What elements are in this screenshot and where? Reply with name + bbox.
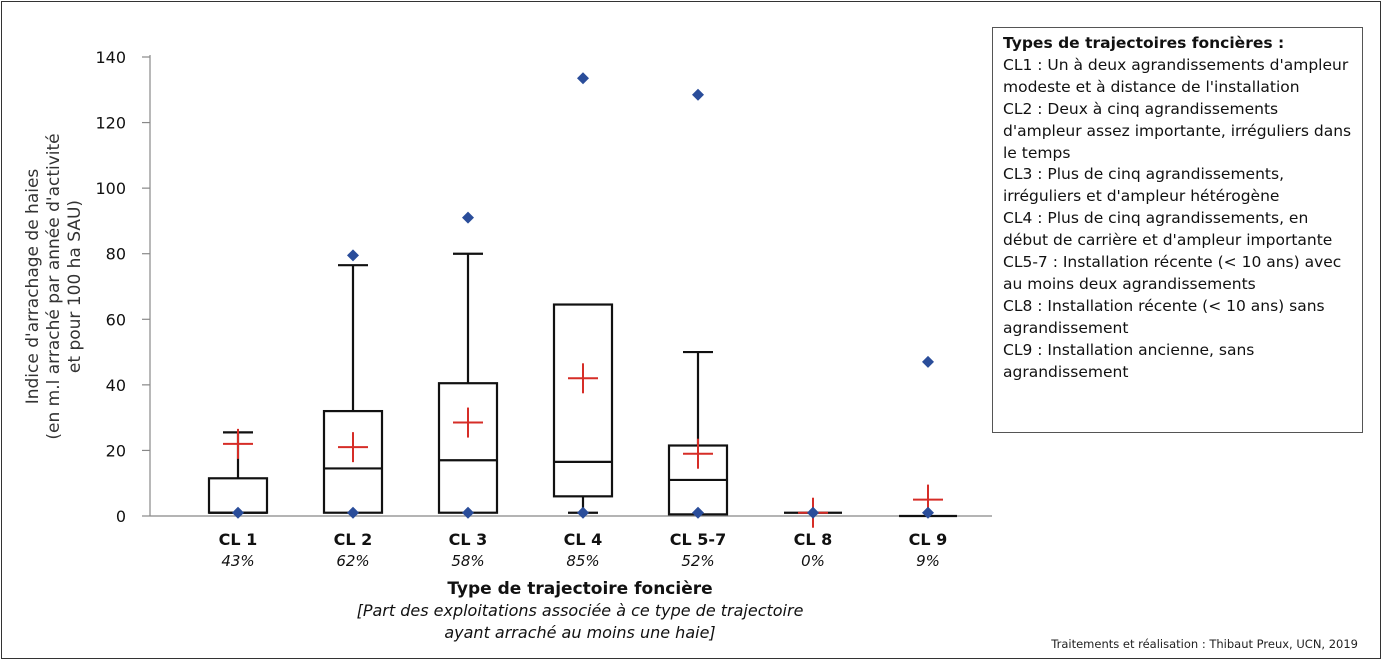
percentage-label: 62%	[336, 552, 369, 570]
outlier-point	[577, 506, 589, 519]
outlier-point	[347, 249, 359, 262]
x-axis-label: Type de trajectoire foncière	[447, 579, 712, 599]
legend-item-cl8: CL8 : Installation récente (< 10 ans) sa…	[1003, 296, 1325, 337]
y-tick-label: 120	[95, 114, 126, 133]
outlier-point	[232, 506, 244, 519]
percentage-label: 58%	[451, 552, 484, 570]
x-tick-label: CL 3	[449, 530, 488, 549]
y-tick-label: 60	[106, 310, 126, 329]
outlier-point	[922, 355, 934, 368]
credit-text: Traitements et réalisation : Thibaut Pre…	[1051, 637, 1358, 651]
box-iqr	[552, 303, 614, 498]
outlier-point	[577, 72, 589, 85]
legend-item-cl9: CL9 : Installation ancienne, sans agrand…	[1003, 340, 1255, 381]
box-group-cl-3: CL 3 58%	[437, 211, 499, 570]
percentage-label: 43%	[221, 552, 254, 570]
y-axis-label: et pour 100 ha SAU)	[65, 200, 85, 373]
x-axis-note: ayant arraché au moins une haie]	[444, 623, 715, 642]
y-axis-label: Indice d'arrachage de haies	[23, 169, 43, 405]
x-tick-label: CL 9	[909, 530, 948, 549]
percentage-label: 52%	[681, 552, 714, 570]
outlier-point	[692, 88, 704, 101]
y-tick-label: 0	[116, 507, 126, 526]
box-group-cl-8: CL 8 0%	[784, 497, 842, 570]
legend-box: Types de trajectoires foncières : CL1 : …	[992, 27, 1363, 433]
y-tick-label: 20	[106, 441, 126, 460]
percentage-label: 9%	[916, 552, 940, 570]
y-tick-label: 40	[106, 376, 126, 395]
y-axis-label-group: Indice d'arrachage de haies (en m.l arrac…	[23, 133, 85, 439]
x-tick-label: CL 4	[564, 530, 603, 549]
x-tick-label: CL 5-7	[670, 530, 726, 549]
box-iqr	[437, 382, 499, 514]
percentage-label: 85%	[566, 552, 599, 570]
legend-item-cl1: CL1 : Un à deux agrandissements d'ampleu…	[1003, 55, 1349, 96]
x-tick-label: CL 2	[334, 530, 373, 549]
box-group-cl-9: CL 9 9%	[899, 355, 957, 570]
y-axis-label: (en m.l arraché par année d'activité	[44, 133, 64, 439]
outlier-point	[922, 506, 934, 519]
percentage-label: 0%	[801, 552, 825, 570]
y-tick-label: 140	[95, 48, 126, 67]
outlier-point	[462, 506, 474, 519]
x-tick-label: CL 8	[794, 530, 833, 549]
box-group-cl-1: CL 1 43%	[207, 428, 269, 570]
outlier-point	[347, 506, 359, 519]
outlier-point	[807, 506, 819, 519]
x-axis-note: [Part des exploitations associée à ce ty…	[357, 601, 804, 620]
legend-item-cl4: CL4 : Plus de cinq agrandissements, en d…	[1003, 209, 1333, 250]
legend-item-cl2: CL2 : Deux à cinq agrandissements d'ampl…	[1003, 99, 1352, 162]
outlier-point	[692, 506, 704, 519]
box-group-cl-5-7: CL 5-7 52%	[667, 88, 729, 570]
y-tick-label: 100	[95, 179, 126, 198]
x-tick-label: CL 1	[219, 530, 258, 549]
outlier-point	[462, 211, 474, 224]
legend-title: Types de trajectoires foncières :	[1003, 34, 1285, 52]
legend-item-cl3: CL3 : Plus de cinq agrandissements, irré…	[1003, 165, 1284, 206]
box-group-cl-4: CL 4 85%	[552, 72, 614, 570]
legend-item-cl5-7: CL5-7 : Installation récente (< 10 ans) …	[1003, 253, 1342, 293]
y-tick-label: 80	[106, 245, 126, 264]
box-group-cl-2: CL 2 62%	[322, 249, 384, 570]
